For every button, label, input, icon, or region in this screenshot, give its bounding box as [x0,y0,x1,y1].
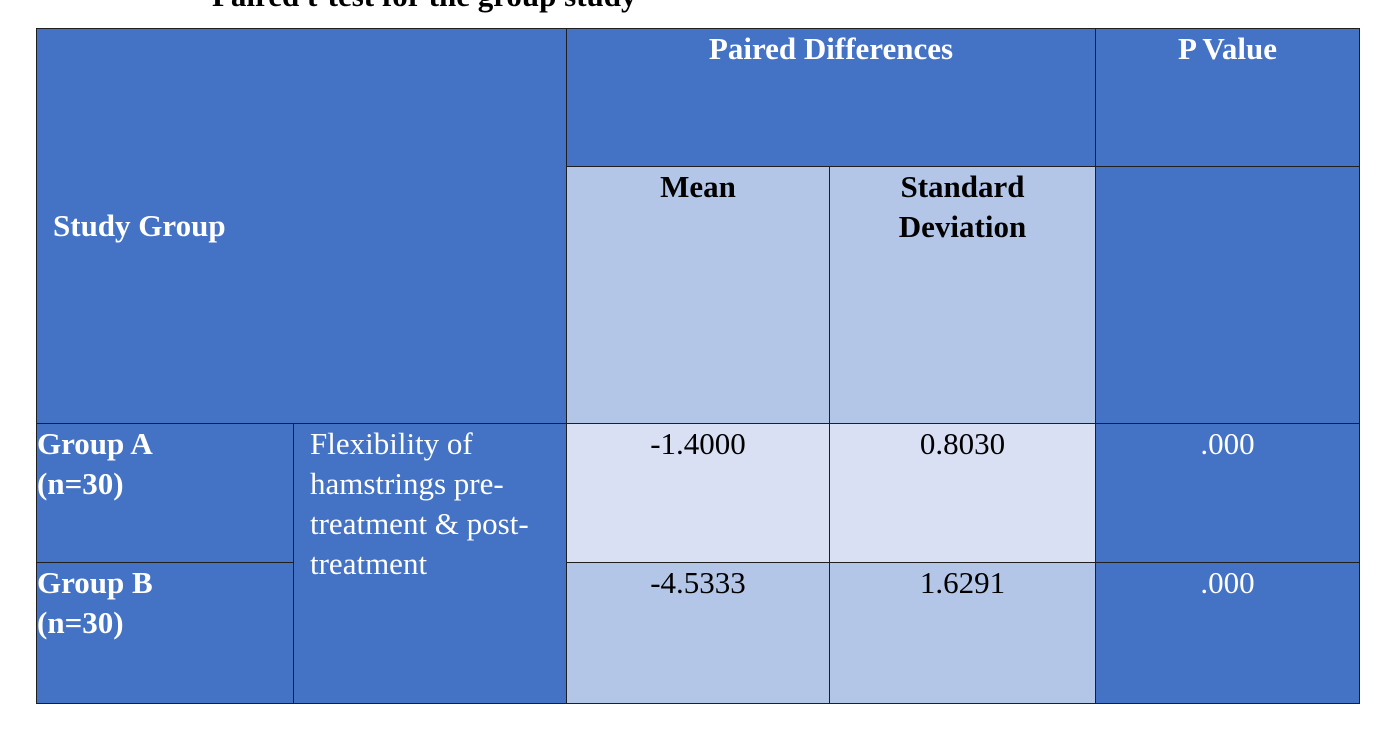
measure-description: Flexibility of hamstrings pre-treatment … [293,423,567,704]
group-a-label: Group A (n=30) [36,423,294,563]
sd-header-line1: Standard [900,169,1025,204]
group-b-count: (n=30) [37,605,124,640]
group-b-p-value: .000 [1095,562,1360,704]
group-a-p-value: .000 [1095,423,1360,563]
group-b-p-value-text: .000 [1200,565,1255,600]
mean-header: Mean [566,166,830,424]
measure-description-text: Flexibility of hamstrings pre-treatment … [310,426,529,581]
group-b-sd-value: 1.6291 [919,565,1006,600]
group-b-name: Group B [37,565,153,600]
paired-differences-table: Study Group Paired Differences P Value M… [36,28,1360,704]
group-a-sd: 0.8030 [829,423,1096,563]
group-a-mean: -1.4000 [566,423,830,563]
group-b-mean: -4.5333 [566,562,830,704]
paired-differences-header-text: Paired Differences [708,31,954,66]
standard-deviation-header: Standard Deviation [829,166,1096,424]
group-a-p-value-text: .000 [1200,426,1255,461]
group-a-mean-value: -1.4000 [650,426,746,461]
p-value-header: P Value [1095,28,1360,167]
p-value-header-blank [1095,166,1360,424]
group-a-sd-value: 0.8030 [919,426,1006,461]
paired-differences-header: Paired Differences [566,28,1096,167]
group-a-count: (n=30) [37,466,124,501]
study-group-header-text: Study Group [53,208,226,243]
group-b-sd: 1.6291 [829,562,1096,704]
mean-header-text: Mean [660,169,736,204]
cutoff-heading-text: Paired t-test for the group study [212,0,637,14]
cutoff-heading: Paired t-test for the group study [0,0,1390,14]
study-group-header: Study Group [36,28,567,424]
group-b-label: Group B (n=30) [36,562,294,704]
sd-header-line2: Deviation [898,209,1027,244]
group-b-mean-value: -4.5333 [650,565,746,600]
p-value-header-text: P Value [1177,31,1278,66]
group-a-name: Group A [37,426,153,461]
